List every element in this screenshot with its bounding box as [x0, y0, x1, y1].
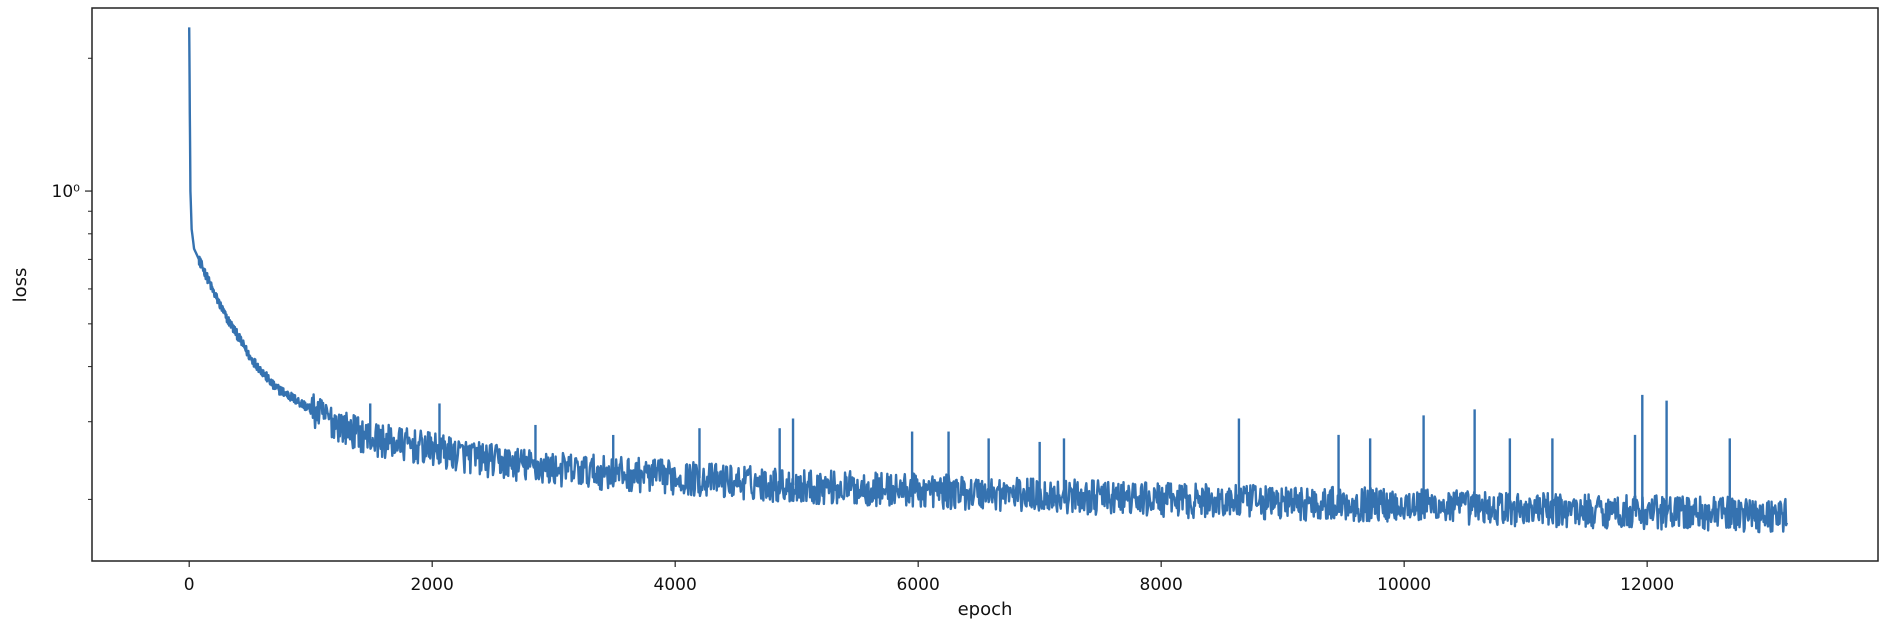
plot-background	[92, 8, 1878, 561]
x-axis-label: epoch	[958, 599, 1013, 620]
loss-series-line	[188, 27, 1789, 534]
x-axis-tick-label: 4000	[654, 575, 697, 595]
x-axis-tick-label: 0	[184, 575, 195, 595]
x-axis-tick-label: 8000	[1140, 575, 1183, 595]
plot-area-frame	[92, 8, 1878, 561]
spike-layer	[369, 394, 1731, 514]
y-axis-tick-label: 10⁰	[52, 182, 81, 202]
y-axis-label: loss	[10, 268, 31, 303]
x-axis-tick-label: 10000	[1377, 575, 1431, 595]
x-axis-tick-label: 12000	[1620, 575, 1674, 595]
axis-layer: 0 2000 4000 6000 8000 10000 12000 10⁰	[52, 57, 1674, 595]
series-layer	[188, 27, 1789, 534]
x-axis-tick-label: 2000	[411, 575, 454, 595]
plot-border	[91, 7, 1879, 562]
x-axis-tick-label: 6000	[897, 575, 940, 595]
